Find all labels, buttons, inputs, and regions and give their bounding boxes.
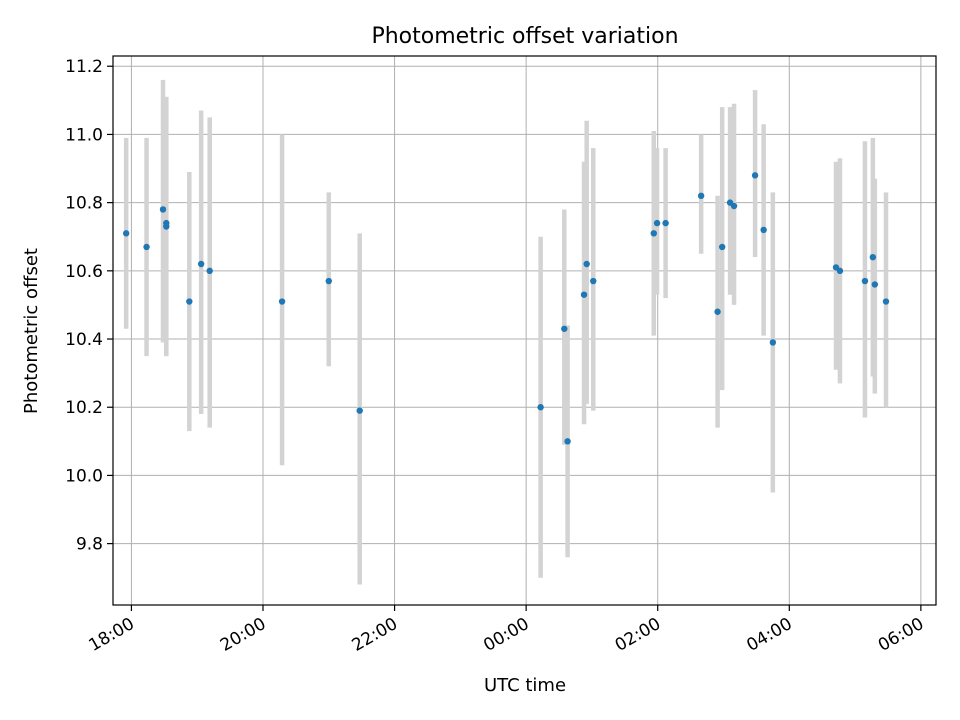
data-point [861, 277, 869, 285]
x-axis-label: UTC time [484, 675, 566, 696]
y-tick-label: 10.0 [65, 466, 103, 486]
y-tick-label: 10.2 [65, 398, 103, 418]
data-point [590, 277, 597, 285]
grid-lines [113, 56, 936, 605]
data-points [122, 172, 890, 445]
data-point [206, 267, 213, 275]
data-point [159, 206, 167, 213]
data-point [836, 267, 844, 275]
data-point [730, 202, 738, 210]
y-axis-ticks: 9.8 10.0 10.2 10.4 10.6 10.8 11.0 11.2 [65, 57, 113, 555]
data-point [653, 219, 661, 227]
data-point [580, 291, 588, 298]
data-point [871, 281, 879, 288]
data-point [564, 438, 571, 445]
data-point [583, 260, 590, 268]
data-point [718, 243, 726, 251]
plot-frame [112, 55, 937, 606]
data-point [760, 226, 767, 234]
data-point [537, 404, 544, 411]
data-point [714, 308, 721, 315]
data-point [325, 277, 332, 285]
data-point [769, 339, 777, 346]
data-point [751, 172, 759, 179]
y-tick-label: 9.8 [76, 535, 103, 555]
data-point [561, 325, 568, 332]
y-axis-label: Photometric offset [21, 248, 42, 414]
data-point [197, 260, 205, 268]
y-tick-label: 10.6 [65, 262, 103, 282]
data-point [186, 298, 193, 305]
data-point [163, 223, 170, 230]
data-point [697, 192, 705, 200]
data-point [278, 298, 286, 305]
chart-title: Photometric offset variation [371, 24, 678, 49]
data-point [869, 253, 877, 261]
data-point [143, 243, 150, 251]
data-point [356, 407, 363, 414]
y-tick-label: 10.8 [65, 194, 103, 214]
y-tick-label: 11.0 [65, 125, 103, 145]
data-point [662, 219, 669, 227]
data-point [122, 230, 130, 237]
y-tick-label: 10.4 [65, 330, 103, 350]
data-point [882, 298, 890, 305]
y-tick-label: 11.2 [65, 57, 103, 77]
data-point [650, 230, 657, 237]
